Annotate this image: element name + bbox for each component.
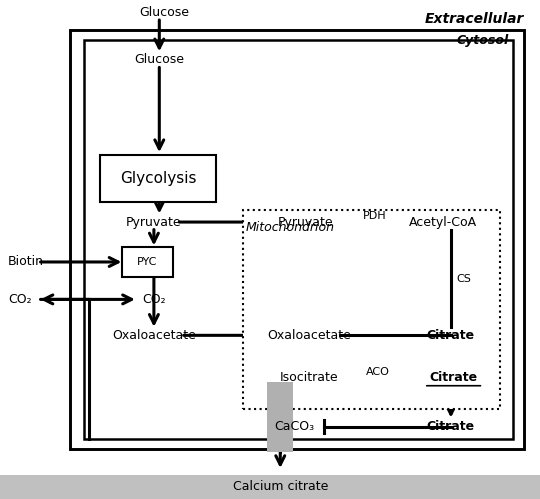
Text: Pyruvate: Pyruvate xyxy=(277,216,333,229)
Bar xyxy=(122,247,173,277)
Text: ACO: ACO xyxy=(366,367,390,377)
Bar xyxy=(70,30,524,449)
Text: Citrate: Citrate xyxy=(427,329,475,342)
Text: Extracellular: Extracellular xyxy=(424,12,524,26)
Text: PDH: PDH xyxy=(363,211,387,221)
Text: Glycolysis: Glycolysis xyxy=(120,171,197,186)
Text: Acetyl-CoA: Acetyl-CoA xyxy=(409,216,477,229)
Bar xyxy=(0,475,540,499)
Text: Cytosol: Cytosol xyxy=(456,34,509,47)
Text: Pyruvate: Pyruvate xyxy=(126,216,182,229)
Bar xyxy=(243,210,500,409)
Text: Citrate: Citrate xyxy=(429,371,478,384)
Bar xyxy=(84,40,513,439)
Text: CO₂: CO₂ xyxy=(142,293,166,306)
Text: CS: CS xyxy=(456,274,471,284)
Bar xyxy=(267,382,293,452)
Text: Glucose: Glucose xyxy=(140,6,190,19)
Text: Citrate: Citrate xyxy=(427,420,475,433)
Text: Isocitrate: Isocitrate xyxy=(280,371,338,384)
Text: Calcium citrate: Calcium citrate xyxy=(233,480,328,493)
Text: Biotin: Biotin xyxy=(8,255,44,268)
Text: Mitochondrion: Mitochondrion xyxy=(246,221,335,234)
Text: CaCO₃: CaCO₃ xyxy=(274,420,314,433)
Bar xyxy=(100,155,216,202)
Text: Oxaloacetate: Oxaloacetate xyxy=(267,329,351,342)
Text: Oxaloacetate: Oxaloacetate xyxy=(112,329,196,342)
Text: CO₂: CO₂ xyxy=(8,293,32,306)
Text: PYC: PYC xyxy=(137,257,157,267)
Text: Glucose: Glucose xyxy=(134,53,184,66)
